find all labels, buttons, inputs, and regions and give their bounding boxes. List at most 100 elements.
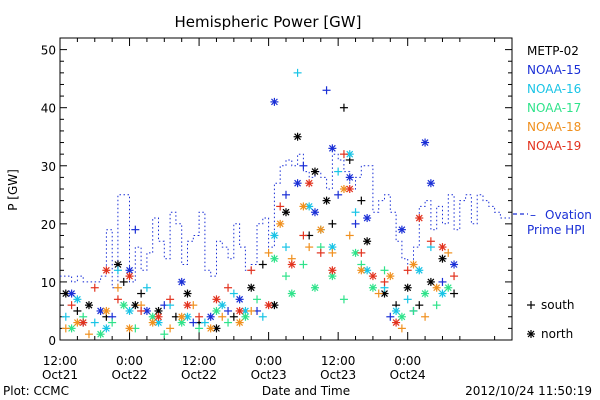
north-point [432, 283, 441, 292]
south-point [339, 103, 348, 112]
south-point [258, 260, 267, 269]
legend-south: south [541, 298, 575, 312]
south-point [339, 295, 348, 304]
north-point [363, 266, 372, 275]
south-point [229, 312, 238, 321]
south-point [357, 248, 366, 257]
legend-noaa-18: NOAA-18 [527, 120, 581, 134]
north-point [102, 306, 111, 315]
north-point [299, 202, 308, 211]
south-point [229, 289, 238, 298]
legend-metp-02: METP-02 [527, 44, 579, 58]
ovation-legend: – Ovation Prime HPI [513, 208, 592, 237]
south-point [282, 272, 290, 281]
north-point [131, 301, 140, 310]
north-point [235, 295, 244, 304]
south-point [403, 266, 412, 275]
x-tick-time: 12:00 [182, 354, 217, 368]
legend-noaa-19: NOAA-19 [527, 139, 581, 153]
south-point [247, 306, 256, 315]
x-tick-date: Oct24 [390, 368, 426, 382]
x-tick-date: Oct22 [112, 368, 148, 382]
x-tick-time: 12:00 [43, 354, 78, 368]
north-point [218, 301, 227, 310]
north-point [177, 277, 186, 286]
x-tick-date: Oct23 [251, 368, 287, 382]
south-point [415, 301, 424, 310]
y-tick-label: 40 [41, 102, 56, 116]
north-point [84, 301, 93, 310]
legend: METP-02 NOAA-15 NOAA-16 NOAA-17 NOAA-18 NOAA-… [513, 44, 592, 341]
north-point [102, 266, 111, 275]
south-point [444, 248, 453, 257]
north-point [235, 306, 244, 315]
south-point [339, 150, 348, 159]
south-point [73, 306, 82, 315]
north-point [409, 260, 418, 269]
south-point [334, 190, 343, 199]
south-point [224, 306, 233, 315]
north-point [328, 144, 337, 153]
north-point [438, 289, 447, 298]
north-point [270, 97, 279, 106]
south-point [247, 266, 256, 275]
north-point [148, 318, 157, 327]
x-axis-label: Date and Time [262, 384, 350, 398]
south-point [438, 277, 447, 286]
south-point [380, 266, 389, 275]
north-point [357, 266, 366, 275]
south-point [374, 289, 383, 298]
north-point [415, 214, 424, 223]
north-point [305, 179, 314, 188]
ovation-line [60, 153, 512, 289]
south-point [299, 260, 308, 269]
south-point [195, 312, 204, 321]
north-point [287, 289, 296, 298]
south-point [351, 208, 360, 217]
north-point [212, 306, 221, 315]
chart-title: Hemispheric Power [GW] [175, 13, 362, 31]
y-tick-label: 0 [48, 334, 56, 348]
legend-north: north [541, 327, 573, 341]
north-point [293, 179, 302, 188]
north-point [264, 301, 273, 310]
north-point [310, 208, 319, 217]
south-point [166, 324, 175, 333]
south-point [61, 312, 70, 321]
north-point [310, 283, 319, 292]
north-point [363, 214, 372, 223]
north-point [241, 312, 250, 321]
series-noaa-16 [61, 68, 447, 333]
legend-north-symbol [527, 330, 535, 338]
north-point [212, 295, 221, 304]
timestamp: 2012/10/24 11:50:19 [465, 384, 592, 398]
north-point [438, 254, 447, 263]
north-point [79, 318, 88, 327]
north-point [450, 260, 459, 269]
series-noaa-18 [61, 185, 453, 339]
north-point [206, 324, 215, 333]
south-point [142, 283, 151, 292]
south-point [61, 324, 70, 333]
south-point [258, 312, 267, 321]
north-point [96, 330, 105, 339]
north-point [183, 289, 192, 298]
south-point [90, 318, 99, 327]
south-point [357, 196, 366, 205]
north-point [177, 312, 186, 321]
north-point [397, 312, 406, 321]
series-noaa-15 [67, 86, 459, 327]
y-axis: 0 10 20 30 40 50 [41, 44, 512, 348]
south-point [84, 330, 93, 339]
north-point [142, 306, 151, 315]
north-point [270, 254, 279, 263]
south-point [426, 237, 435, 246]
south-point [113, 266, 122, 275]
south-point [334, 167, 343, 176]
satellite-legend: METP-02 NOAA-15 NOAA-16 NOAA-17 NOAA-18 NOAA-… [527, 44, 581, 153]
south-point [397, 324, 406, 333]
south-point [305, 243, 314, 252]
north-point [310, 167, 319, 176]
north-point [345, 173, 354, 182]
